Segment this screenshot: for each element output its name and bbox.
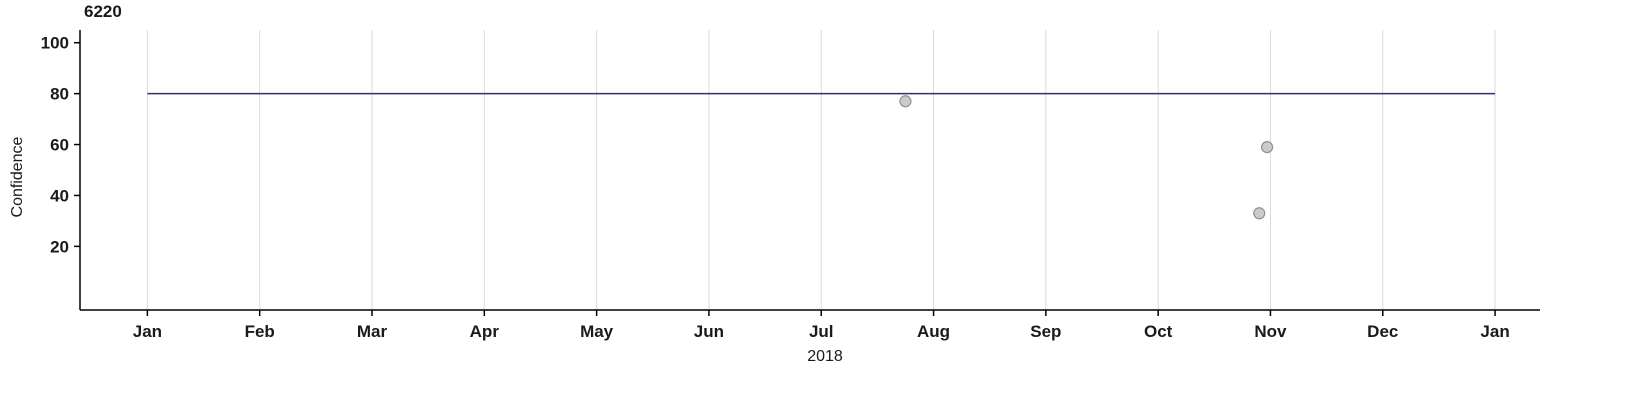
chart-title: 6220 — [84, 2, 122, 21]
x-tick-label: Jan — [133, 322, 162, 341]
x-tick-label: Apr — [470, 322, 500, 341]
data-point — [1260, 140, 1274, 154]
x-axis-label: 2018 — [807, 348, 843, 365]
data-point — [899, 95, 912, 108]
x-tick-label: Nov — [1254, 322, 1287, 341]
data-point — [1253, 207, 1266, 220]
x-tick-label: Jul — [809, 322, 834, 341]
x-tick-label: Dec — [1367, 322, 1398, 341]
x-tick-label: Feb — [245, 322, 275, 341]
x-tick-label: Jan — [1480, 322, 1509, 341]
x-tick-label: Mar — [357, 322, 388, 341]
y-axis-label: Confidence — [9, 136, 26, 218]
x-tick-label: May — [580, 322, 614, 341]
x-tick-label: Aug — [917, 322, 950, 341]
y-tick-label: 40 — [50, 186, 69, 205]
y-tick-label: 60 — [50, 136, 69, 155]
x-tick-label: Jun — [694, 322, 724, 341]
x-tick-label: Oct — [1144, 322, 1173, 341]
x-tick-label: Sep — [1030, 322, 1061, 341]
y-tick-label: 20 — [50, 237, 69, 256]
y-tick-label: 80 — [50, 85, 69, 104]
y-tick-label: 100 — [41, 34, 69, 53]
